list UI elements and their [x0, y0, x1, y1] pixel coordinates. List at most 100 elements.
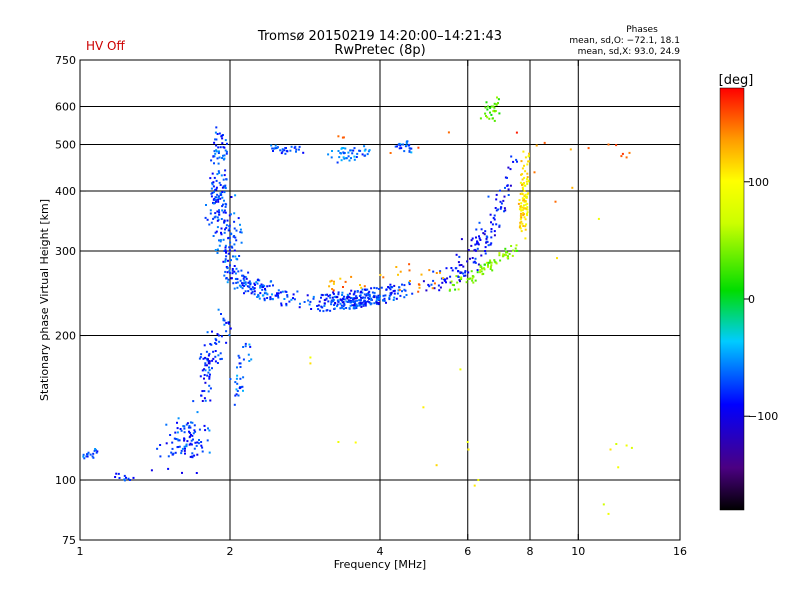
data-point-o-trace-up	[439, 286, 442, 289]
data-point-f2-vertical	[212, 185, 215, 188]
data-point-mid-scatter	[417, 283, 420, 286]
data-point-f2-floor	[343, 298, 346, 301]
data-point-f2-floor	[354, 297, 357, 300]
data-point-o-trace-up	[432, 270, 435, 273]
data-point-x-vertical	[523, 195, 526, 198]
data-point-f2-elbow	[241, 287, 244, 290]
data-point-f-rise-mid	[208, 369, 211, 372]
data-point-x-vertical	[525, 180, 528, 183]
data-point-x-trace	[495, 262, 498, 265]
data-point-f2-floor	[368, 290, 371, 293]
data-point-f2-elbow	[250, 292, 253, 295]
data-point-f-rise-mid	[208, 360, 210, 363]
data-point-f-rise-base	[156, 447, 159, 450]
data-point-f2-vertical	[209, 212, 212, 215]
data-point-f2-floor	[399, 294, 402, 297]
data-point-f2-floor	[355, 295, 358, 298]
data-point-o-trace-up	[504, 186, 506, 189]
data-point-f-rise-base	[196, 453, 199, 456]
data-point-o-trace-up	[459, 271, 462, 274]
colorbar-tick-label: −100	[748, 410, 778, 423]
data-point-f2-vertical	[212, 191, 215, 194]
data-point-f2-vertical	[228, 225, 231, 228]
data-point-mid-scatter	[417, 290, 420, 293]
data-point-f-rise-base	[193, 429, 196, 432]
data-point-x-vertical	[526, 211, 529, 214]
x-gridlines	[229, 60, 579, 540]
data-point-o-trace-up	[503, 195, 506, 198]
data-point-f2-vertical	[223, 209, 226, 212]
data-point-f2-floor	[332, 298, 335, 301]
data-point-f2-vertical	[239, 228, 242, 231]
data-point-x-trace	[479, 269, 482, 271]
data-point-f-rise-mid	[211, 330, 213, 333]
data-point-top-cluster	[486, 116, 489, 119]
data-point-x-vertical	[525, 223, 528, 226]
data-point-f2-top-patch-1	[283, 149, 286, 152]
data-point-o-trace-up	[474, 261, 477, 264]
data-point-f2-top-patch-1	[274, 147, 277, 150]
data-point-f2-vertical	[213, 216, 216, 219]
data-point-f2-top-patch-2	[355, 156, 358, 158]
data-point-f2-elbow	[258, 279, 261, 282]
data-point-f-rise-mid	[206, 359, 209, 362]
data-point-f-rise-side	[248, 360, 251, 362]
data-point-f-rise-mid	[192, 400, 195, 403]
data-point-x-trace	[503, 253, 506, 256]
data-point-f2-floor	[355, 307, 358, 309]
data-point-f2-vertical	[223, 174, 226, 177]
data-point-x-trace	[490, 261, 493, 264]
data-point-o-trace-up	[444, 278, 447, 281]
data-point-f2-vertical	[228, 246, 231, 249]
data-point-top-cluster	[484, 106, 487, 109]
data-point-f2-floor	[303, 301, 306, 303]
data-point-f2-vertical	[218, 213, 221, 216]
data-point-f2-floor	[366, 293, 369, 296]
data-point-f2-elbow	[298, 306, 301, 309]
data-point-f-rise-base	[184, 447, 186, 450]
data-point-x-vertical	[521, 167, 524, 170]
data-point-f-rise-base	[185, 443, 188, 446]
data-point-f2-floor	[373, 302, 376, 305]
data-point-f2-floor	[342, 307, 345, 310]
data-point-o-trace-up	[485, 235, 488, 238]
data-point-f2-floor	[364, 296, 367, 299]
data-point-f2-top-patch-1	[294, 145, 297, 148]
data-point-f2-elbow	[250, 288, 253, 291]
data-point-sparse-high	[515, 131, 518, 134]
data-point-f2-floor	[353, 297, 356, 300]
data-point-f-rise-base	[165, 442, 168, 445]
data-point-x-trace	[469, 277, 472, 280]
y-gridlines	[80, 106, 680, 481]
data-point-o-trace-up	[422, 280, 425, 283]
data-point-x-trace	[502, 254, 505, 257]
data-point-f2-vertical	[233, 212, 236, 215]
data-point-f2-top-patch-2	[338, 156, 341, 159]
data-point-f2-floor	[348, 296, 351, 299]
data-point-f-rise-mid	[203, 344, 206, 347]
data-point-f2-top-patch-2	[361, 153, 364, 156]
data-point-f2-vertical	[223, 199, 225, 202]
data-point-f-rise-base	[183, 439, 186, 442]
data-point-f-rise-base	[181, 471, 183, 474]
data-point-mid-scatter	[330, 279, 333, 282]
data-point-top-cluster	[495, 103, 498, 106]
data-point-f2-vertical	[228, 249, 231, 252]
data-point-f2-elbow	[260, 283, 263, 286]
data-point-f-rise-side	[237, 394, 240, 397]
data-point-sparse-high	[569, 148, 572, 151]
data-point-f2-floor	[336, 296, 339, 299]
data-point-f-rise-mid	[207, 371, 210, 374]
data-point-f-rise-mid	[206, 331, 209, 334]
data-point-f2-vertical	[216, 133, 219, 135]
data-point-mid-scatter	[350, 275, 353, 278]
data-point-f2-vertical	[214, 199, 217, 201]
data-point-x-trace	[481, 267, 483, 270]
data-point-x-trace	[504, 247, 507, 250]
data-point-x-vertical	[526, 214, 529, 217]
data-point-top-cluster	[496, 96, 498, 99]
data-point-top-cluster	[479, 117, 482, 120]
data-point-f2-top-patch-2	[331, 150, 333, 152]
data-point-f-rise-mid	[204, 399, 207, 402]
data-point-f2-floor	[308, 303, 311, 306]
